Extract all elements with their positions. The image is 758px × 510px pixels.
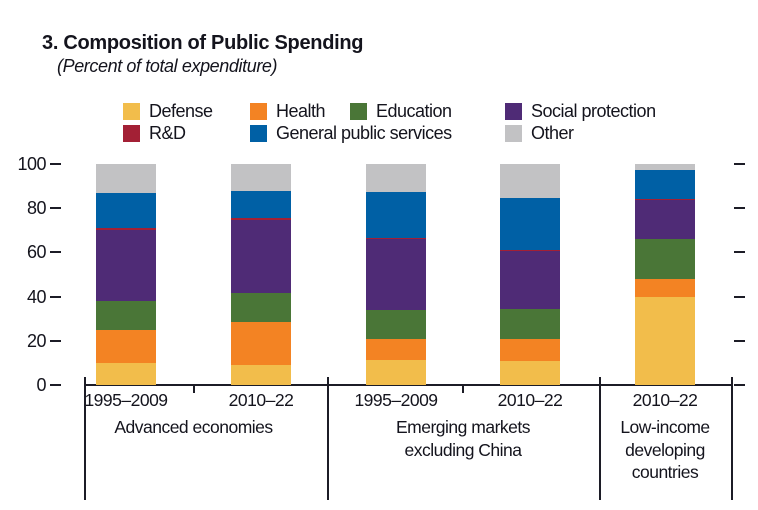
legend-item-health: Health <box>250 100 326 121</box>
segment-r-d <box>96 228 156 231</box>
segment-health <box>635 278 695 297</box>
y-tick-right-40 <box>734 295 745 298</box>
segment-social-protection <box>231 220 291 294</box>
segment-other <box>96 164 156 193</box>
x-label-1: 2010–22 <box>228 390 294 410</box>
segment-general-public-services <box>231 190 291 219</box>
y-tick-label-100: 100 <box>17 154 46 174</box>
y-tick-label-80: 80 <box>26 198 47 219</box>
legend-swatch-general-public-services-icon <box>250 124 267 142</box>
x-label-3: 2010–22 <box>497 390 563 410</box>
x-label-0: 1995–2009 <box>84 390 168 410</box>
segment-health <box>500 338 560 361</box>
legend-label-general-public-services: General public services <box>276 122 452 143</box>
y-tick-right-0 <box>734 384 745 386</box>
legend-item-other: Other <box>505 122 574 143</box>
bar-2 <box>366 164 426 385</box>
segment-social-protection <box>366 239 426 310</box>
legend-label-education: Education <box>376 100 452 121</box>
legend-label-health: Health <box>276 100 326 121</box>
chart-title: 3. Composition of Public Spending <box>42 32 364 54</box>
y-tick-left-0 <box>50 384 61 386</box>
group-divider-1 <box>327 377 329 500</box>
segment-social-protection <box>500 251 560 309</box>
group-label-emerging-markets-excluding-china: Emerging markets excluding China <box>396 417 531 460</box>
legend-item-social-protection: Social protection <box>505 100 656 121</box>
bar-4 <box>635 164 695 385</box>
segment-defense <box>500 360 560 385</box>
segment-defense <box>366 359 426 385</box>
x-mid-tick-1 <box>462 385 464 393</box>
group-label-low-income-developing-countries: Low-income developing countries <box>620 417 710 482</box>
segment-general-public-services <box>500 198 560 250</box>
y-tick-right-80 <box>734 207 745 210</box>
segment-education <box>366 309 426 339</box>
group-divider-2 <box>599 377 601 500</box>
x-label-4: 2010–22 <box>632 390 698 410</box>
legend-item-general-public-services: General public services <box>250 122 452 143</box>
x-axis-line <box>85 384 732 386</box>
legend-swatch-defense-icon <box>123 102 140 120</box>
segment-social-protection <box>96 230 156 302</box>
segment-education <box>635 239 695 279</box>
y-tick-right-100 <box>734 163 745 165</box>
segment-general-public-services <box>635 169 695 199</box>
y-tick-left-100 <box>50 163 61 165</box>
segment-defense <box>635 296 695 385</box>
y-tick-left-60 <box>50 251 61 254</box>
segment-other <box>635 164 695 170</box>
segment-social-protection <box>635 200 695 240</box>
segment-other <box>500 164 560 199</box>
legend-item-defense: Defense <box>123 100 213 121</box>
segment-other <box>366 164 426 193</box>
group-divider-0 <box>84 377 86 500</box>
segment-r-d <box>231 218 291 221</box>
chart-subtitle: (Percent of total expenditure) <box>57 56 278 76</box>
y-tick-label-60: 60 <box>26 242 47 263</box>
y-tick-right-60 <box>734 251 745 254</box>
y-tick-label-40: 40 <box>26 286 47 307</box>
segment-general-public-services <box>366 192 426 238</box>
group-divider-3 <box>731 377 733 500</box>
segment-health <box>366 338 426 360</box>
segment-r-d <box>635 198 695 201</box>
segment-education <box>96 301 156 330</box>
legend-swatch-social-protection-icon <box>505 102 522 120</box>
group-label-advanced-economies: Advanced economies <box>114 417 273 437</box>
legend-label-defense: Defense <box>149 100 213 121</box>
segment-other <box>231 164 291 191</box>
legend-swatch-other-icon <box>505 124 522 142</box>
y-tick-left-20 <box>50 339 61 342</box>
legend-item-education: Education <box>350 100 452 121</box>
legend-swatch-r-d-icon <box>123 124 140 142</box>
legend-item-r-d: R&D <box>123 122 186 143</box>
y-tick-label-0: 0 <box>36 375 46 395</box>
legend-swatch-health-icon <box>250 102 267 120</box>
y-tick-left-80 <box>50 207 61 210</box>
bar-0 <box>96 164 156 385</box>
segment-health <box>96 329 156 363</box>
x-mid-tick-0 <box>193 385 195 393</box>
segment-education <box>231 293 291 323</box>
segment-defense <box>96 362 156 385</box>
segment-defense <box>231 365 291 385</box>
y-tick-label-20: 20 <box>26 330 47 351</box>
legend-label-other: Other <box>531 122 574 143</box>
y-tick-right-20 <box>734 339 745 342</box>
segment-r-d <box>500 249 560 252</box>
segment-general-public-services <box>96 192 156 229</box>
segment-health <box>231 322 291 366</box>
x-label-2: 1995–2009 <box>354 390 438 410</box>
legend-label-social-protection: Social protection <box>531 100 656 121</box>
bar-3 <box>500 164 560 385</box>
legend-swatch-education-icon <box>350 102 367 120</box>
bar-1 <box>231 164 291 385</box>
y-tick-left-40 <box>50 295 61 298</box>
legend-label-r-d: R&D <box>149 122 186 143</box>
segment-education <box>500 308 560 339</box>
segment-r-d <box>366 237 426 240</box>
